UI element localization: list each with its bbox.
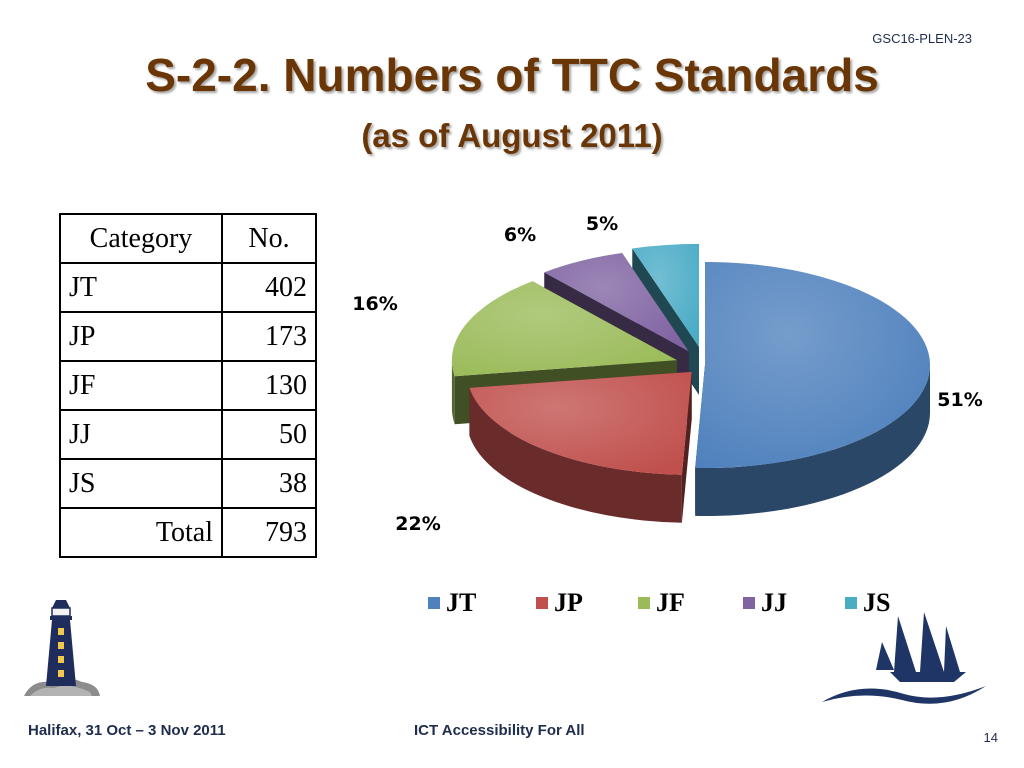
legend-label-jj: JJ	[761, 588, 787, 617]
legend-item-jp: JP	[536, 588, 583, 618]
pie-slice-sheen-jf	[451, 281, 677, 377]
data-label-jf: 16%	[352, 293, 397, 315]
pie-slice-sheen-jj	[544, 252, 689, 352]
slide-title: S-2-2. Numbers of TTC Standards	[145, 49, 879, 101]
table-row: JJ 50	[59, 409, 317, 460]
data-label-jt: 51%	[937, 389, 982, 411]
number-cell: 173	[221, 311, 317, 362]
legend-label-js: JS	[863, 588, 891, 617]
data-label-js: 5%	[586, 213, 618, 235]
table-row: JF 130	[59, 360, 317, 411]
total-label-cell: Total	[59, 507, 223, 558]
legend-label-jt: JT	[446, 588, 477, 617]
table-total-row: Total 793	[59, 507, 317, 558]
number-cell: 50	[221, 409, 317, 460]
legend-item-js: JS	[845, 588, 890, 618]
standards-table: Category No. JT 402 JP 173 JF 130 JJ 50 …	[59, 213, 317, 558]
number-cell: 38	[221, 458, 317, 509]
chart-legend: JT JP JF JJ JS	[428, 588, 908, 618]
pie-chart: 51% 22% 16% 6% 5%	[352, 213, 982, 535]
table-row: JT 402	[59, 262, 317, 313]
legend-item-jt: JT	[428, 588, 476, 618]
slide-subtitle: (as of August 2011)	[361, 117, 663, 154]
legend-label-jp: JP	[554, 588, 583, 617]
category-cell: JJ	[59, 409, 223, 460]
legend-item-jj: JJ	[743, 588, 787, 618]
pie-slice-sheen-jt	[695, 262, 931, 469]
data-label-jp: 22%	[395, 513, 440, 535]
table-row: JS 38	[59, 458, 317, 509]
pie-outer-side-jf	[451, 360, 455, 425]
table-header-row: Category No.	[59, 213, 317, 264]
number-header: No.	[221, 213, 317, 264]
pie-data-labels: 51% 22% 16% 6% 5%	[352, 213, 982, 535]
lighthouse-icon	[24, 600, 100, 696]
category-cell: JF	[59, 360, 223, 411]
total-value-cell: 793	[221, 507, 317, 558]
table-row: JP 173	[59, 311, 317, 362]
page-number: 14	[983, 730, 998, 745]
legend-swatch-jj	[743, 597, 755, 609]
legend-swatch-jp	[536, 597, 548, 609]
legend-label-jf: JF	[656, 588, 685, 617]
legend-item-jf: JF	[638, 588, 685, 618]
data-label-jj: 6%	[504, 224, 536, 246]
footer-event: Halifax, 31 Oct – 3 Nov 2011	[28, 722, 226, 739]
pie-slice-sheen-jp	[469, 371, 692, 475]
document-id: GSC16-PLEN-23	[872, 31, 972, 46]
category-cell: JS	[59, 458, 223, 509]
pie-outer-side-jt	[695, 365, 930, 516]
pie-slice-sheen-js	[632, 243, 700, 347]
legend-swatch-js	[845, 597, 857, 609]
category-cell: JP	[59, 311, 223, 362]
category-cell: JT	[59, 262, 223, 313]
number-cell: 130	[221, 360, 317, 411]
legend-swatch-jt	[428, 597, 440, 609]
footer-theme: ICT Accessibility For All	[414, 722, 585, 739]
legend-swatch-jf	[638, 597, 650, 609]
category-header: Category	[59, 213, 223, 264]
pie-slice-tops	[451, 243, 931, 475]
pie-outer-side-jp	[469, 387, 682, 523]
sailing-ship-icon	[822, 612, 986, 704]
number-cell: 402	[221, 262, 317, 313]
